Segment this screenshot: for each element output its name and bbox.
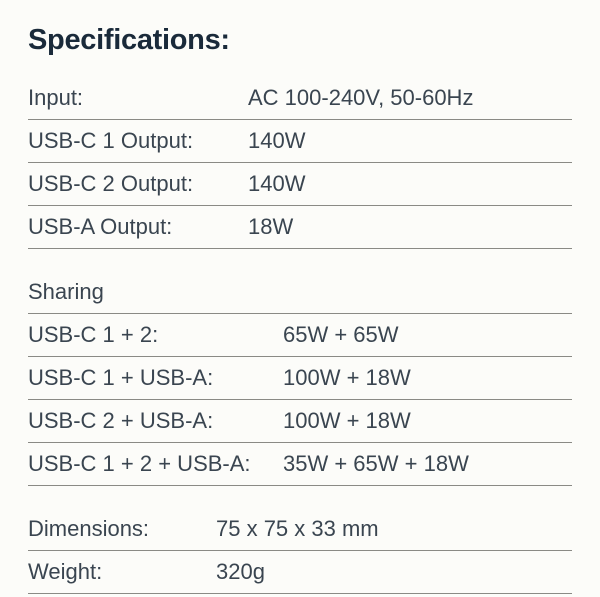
spec-label: USB-C 2 + USB-A: (28, 408, 283, 434)
spec-row: USB-C 1 + 2: 65W + 65W (28, 314, 572, 357)
main-specs-section: Input: AC 100-240V, 50-60Hz USB-C 1 Outp… (28, 77, 572, 249)
sharing-heading: Sharing (28, 271, 572, 314)
spec-value: 320g (216, 559, 265, 585)
spec-value: 100W + 18W (283, 408, 411, 434)
spec-value: 35W + 65W + 18W (283, 451, 469, 477)
spec-label: USB-A Output: (28, 214, 248, 240)
spec-row: Input: AC 100-240V, 50-60Hz (28, 77, 572, 120)
spec-row: USB-C 2 + USB-A: 100W + 18W (28, 400, 572, 443)
spec-value: 140W (248, 171, 305, 197)
spec-row: USB-C 1 + 2 + USB-A: 35W + 65W + 18W (28, 443, 572, 486)
spec-row: USB-C 2 Output: 140W (28, 163, 572, 206)
spec-value: AC 100-240V, 50-60Hz (248, 85, 473, 111)
spec-value: 75 x 75 x 33 mm (216, 516, 379, 542)
spec-label: USB-C 1 Output: (28, 128, 248, 154)
spec-label: USB-C 2 Output: (28, 171, 248, 197)
specifications-title: Specifications: (28, 24, 572, 57)
physical-specs-section: Dimensions: 75 x 75 x 33 mm Weight: 320g (28, 508, 572, 594)
spec-label: Input: (28, 85, 248, 111)
spec-row: USB-A Output: 18W (28, 206, 572, 249)
spec-value: 140W (248, 128, 305, 154)
spec-row: USB-C 1 Output: 140W (28, 120, 572, 163)
spec-row: Weight: 320g (28, 551, 572, 594)
spec-label: Weight: (28, 559, 216, 585)
spec-label: USB-C 1 + USB-A: (28, 365, 283, 391)
spec-label: USB-C 1 + 2: (28, 322, 283, 348)
spec-value: 100W + 18W (283, 365, 411, 391)
spec-row: USB-C 1 + USB-A: 100W + 18W (28, 357, 572, 400)
spec-label: Dimensions: (28, 516, 216, 542)
spec-row: Dimensions: 75 x 75 x 33 mm (28, 508, 572, 551)
spec-value: 65W + 65W (283, 322, 399, 348)
sharing-specs-section: Sharing USB-C 1 + 2: 65W + 65W USB-C 1 +… (28, 271, 572, 486)
spec-value: 18W (248, 214, 293, 240)
spec-label: USB-C 1 + 2 + USB-A: (28, 451, 283, 477)
